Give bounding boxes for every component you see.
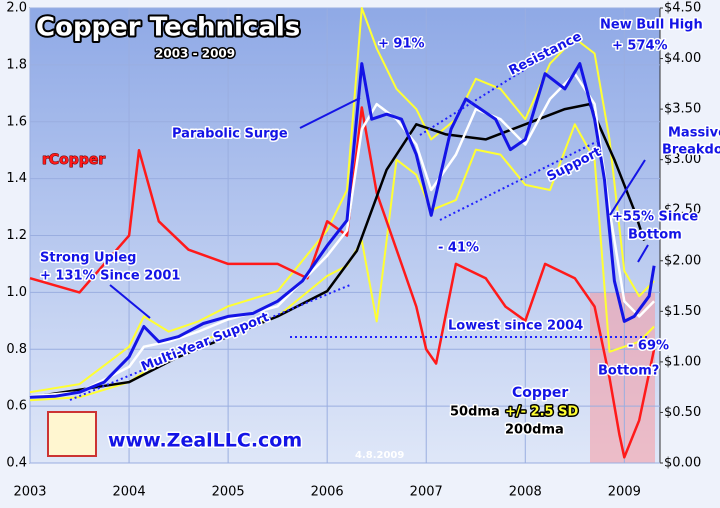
series-line — [29, 106, 656, 459]
y-tick-label: 0.4 — [6, 456, 27, 471]
multi-year-support-line — [69, 284, 351, 401]
highlight-region — [590, 292, 655, 463]
annotation: Lowest since 2004 — [448, 319, 583, 334]
band-line — [29, 7, 655, 394]
legend-label: 200dma — [505, 423, 564, 438]
chart-title: Copper Technicals — [36, 13, 300, 43]
y2-tick-label: $0.50 — [664, 405, 701, 420]
annotation: - 41% — [438, 241, 479, 256]
annotation: www.ZealLLC.com — [108, 430, 302, 452]
annotation: Massive — [668, 126, 720, 141]
x-tick-label: 2005 — [212, 485, 245, 500]
annotation: 4.8.2009 — [355, 450, 404, 461]
arrow — [299, 97, 361, 129]
legend-label: rCopper — [42, 152, 105, 168]
annotation: +55% Since — [612, 210, 698, 225]
annotation: Breakdown — [662, 143, 720, 158]
x-tick-label: 2008 — [509, 485, 542, 500]
x-tick-label: 2009 — [608, 485, 641, 500]
arrow — [637, 244, 649, 263]
y-tick-label: 1.4 — [6, 171, 27, 186]
labels: 0.4 0.6 0.8 1.0 1.2 1.4 1.6 1.8 2.0 $0.00 $0.50 $1.… — [6, 1, 720, 500]
y-tick-label: 1.2 — [6, 228, 27, 243]
y2-tick-label: $2.00 — [664, 253, 701, 268]
x-tick-label: 2003 — [13, 485, 46, 500]
guides — [69, 34, 650, 401]
y-tick-label: 1.6 — [6, 114, 27, 129]
y2-tick-label: $0.00 — [664, 456, 701, 471]
annotation: New Bull High — [600, 18, 703, 33]
annotation: Bottom? — [598, 364, 659, 379]
y-tick-label: 1.0 — [6, 285, 27, 300]
y2-tick-label: $3.50 — [664, 102, 701, 117]
annotation: Bottom — [628, 228, 682, 243]
y2-tick-label: $4.00 — [664, 51, 701, 66]
arrow — [609, 159, 646, 216]
x-tick-label: 2006 — [311, 485, 344, 500]
y-tick-label: 0.6 — [6, 399, 27, 414]
y2-tick-label: $4.50 — [664, 1, 701, 16]
grid — [29, 7, 663, 464]
annotation: Parabolic Surge — [172, 127, 288, 142]
annotation: + 131% Since 2001 — [40, 269, 180, 284]
legend-label: 50dma — [450, 405, 500, 420]
legend-label: +/- 2.5 SD — [505, 405, 578, 420]
series-line — [29, 62, 656, 399]
y2-tick-label: $3.00 — [664, 152, 701, 167]
lines — [29, 7, 656, 459]
annotation: + 574% — [612, 39, 668, 54]
legend-label: Copper — [512, 385, 568, 401]
annotation: - 69% — [628, 339, 669, 354]
resistance-line — [419, 34, 581, 136]
annotation: + 91% — [378, 37, 425, 52]
y2-tick-label: $2.50 — [664, 203, 701, 218]
logo — [47, 411, 97, 457]
arrows — [109, 97, 649, 319]
y-tick-label: 2.0 — [6, 1, 27, 16]
band-line — [29, 123, 655, 402]
arrow — [109, 284, 151, 319]
x-tick-label: 2007 — [410, 485, 443, 500]
y2-tick-label: $1.50 — [664, 304, 701, 319]
y-tick-label: 0.8 — [6, 342, 27, 357]
y-tick-label: 1.8 — [6, 57, 27, 72]
x-tick-label: 2004 — [113, 485, 146, 500]
chart-subtitle: 2003 - 2009 — [155, 47, 235, 61]
y2-tick-label: $1.00 — [664, 354, 701, 369]
annotation: Strong Upleg — [40, 251, 136, 266]
